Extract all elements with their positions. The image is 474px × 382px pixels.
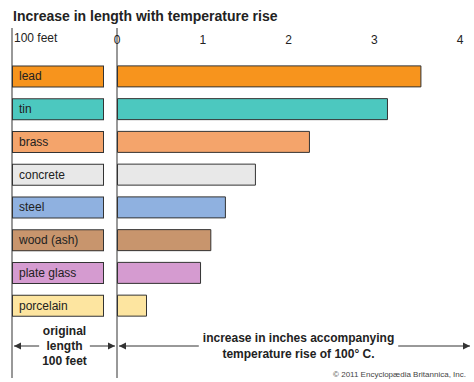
svg-text:wood (ash): wood (ash) xyxy=(18,233,78,247)
svg-text:length: length xyxy=(47,339,83,353)
svg-text:increase in inches accompanyin: increase in inches accompanying xyxy=(203,331,394,345)
svg-text:0: 0 xyxy=(114,33,121,47)
svg-text:4: 4 xyxy=(457,33,464,47)
svg-text:Increase in length with temper: Increase in length with temperature rise xyxy=(13,8,278,24)
svg-text:100 feet: 100 feet xyxy=(42,354,87,368)
svg-text:3: 3 xyxy=(371,33,378,47)
svg-text:steel: steel xyxy=(19,200,44,214)
svg-text:2: 2 xyxy=(285,33,292,47)
svg-text:lead: lead xyxy=(19,69,42,83)
svg-text:original: original xyxy=(43,324,86,338)
svg-text:plate glass: plate glass xyxy=(19,266,76,280)
svg-text:1: 1 xyxy=(199,33,206,47)
svg-text:concrete: concrete xyxy=(19,168,65,182)
svg-text:© 2011 Encyclopædia Britannica: © 2011 Encyclopædia Britannica, Inc. xyxy=(333,370,466,379)
svg-text:temperature rise of 100° C.: temperature rise of 100° C. xyxy=(222,347,374,361)
svg-text:100 feet: 100 feet xyxy=(14,31,58,45)
svg-text:porcelain: porcelain xyxy=(19,299,68,313)
svg-text:brass: brass xyxy=(19,135,48,149)
svg-text:tin: tin xyxy=(19,102,32,116)
